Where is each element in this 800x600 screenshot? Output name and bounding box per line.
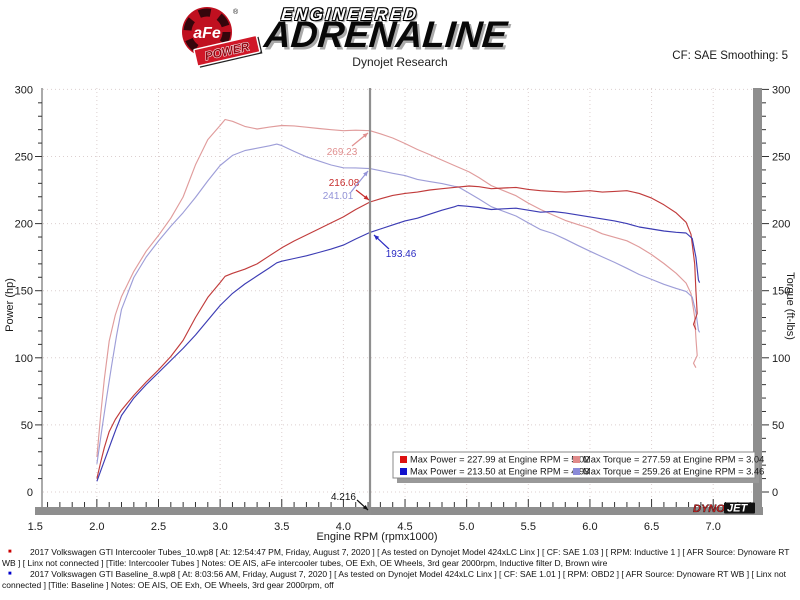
afe-logo-text: aFe (193, 25, 221, 42)
svg-text:DYNO: DYNO (693, 503, 725, 515)
svg-text:200: 200 (15, 219, 33, 231)
tick-labels: 1.5 2.0 2.5 3.0 3.5 4.0 4.5 5.0 5.5 6.0 6.5 7.0 0 0 50… (15, 84, 791, 533)
svg-text:50: 50 (21, 420, 33, 432)
y-axis-title-left: Power (hp) (4, 278, 16, 332)
svg-text:241.01: 241.01 (323, 191, 354, 202)
x-axis-title: Engine RPM (rpmx1000) (316, 531, 437, 543)
svg-text:0: 0 (27, 487, 33, 499)
svg-text:6.0: 6.0 (582, 521, 597, 533)
annotation-216.08: 216.08 (329, 178, 370, 201)
run-details: 2017 Volkswagen GTI Baseline_8.wp8 [ At:… (2, 569, 786, 590)
cursor: 4.216 (331, 88, 372, 515)
axis-ticks (35, 88, 769, 507)
series-baseline-power (96, 204, 701, 482)
svg-text:7.0: 7.0 (706, 521, 721, 533)
series-intercooler-tubes-torque (96, 118, 698, 458)
run-details: 2017 Volkswagen GTI Intercooler Tubes_10… (2, 547, 790, 568)
svg-text:150: 150 (772, 286, 790, 298)
x-axis-bar (35, 507, 763, 515)
cursor-value-label: 4.216 (331, 492, 356, 503)
svg-text:5.5: 5.5 (521, 521, 536, 533)
annotation-269.23: 269.23 (327, 132, 369, 158)
legend: Max Power = 227.99 at Engine RPM = 5.02M… (392, 451, 764, 483)
afe-power-logo: aFe ® POWER (182, 7, 263, 68)
svg-text:2.5: 2.5 (151, 521, 166, 533)
dyno-run-entry: ■ 2017 Volkswagen GTI Baseline_8.wp8 [ A… (2, 569, 797, 591)
svg-text:100: 100 (772, 353, 790, 365)
legend-swatch-icon (400, 468, 407, 475)
grid (43, 88, 756, 507)
svg-text:6.5: 6.5 (644, 521, 659, 533)
svg-text:5.0: 5.0 (459, 521, 474, 533)
legend-swatch-icon (400, 456, 407, 463)
legend-entry-label: Max Power = 227.99 at Engine RPM = 5.02 (410, 455, 589, 465)
legend-entry-label: Max Power = 213.50 at Engine RPM = 4.93 (410, 467, 589, 477)
svg-text:50: 50 (772, 420, 784, 432)
power-banner: POWER (193, 34, 263, 68)
svg-text:250: 250 (15, 152, 33, 164)
svg-text:269.23: 269.23 (327, 147, 358, 158)
brand-header: aFe ® POWER ENGINEERED ADRENALINE (0, 0, 800, 78)
legend-swatch-icon (573, 456, 580, 463)
svg-text:3.0: 3.0 (212, 521, 227, 533)
svg-text:100: 100 (15, 353, 33, 365)
svg-text:4.0: 4.0 (336, 521, 351, 533)
right-axis-bar (753, 88, 762, 515)
legend-entry-label: Max Torque = 259.26 at Engine RPM = 3.46 (583, 467, 764, 477)
svg-text:4.5: 4.5 (397, 521, 412, 533)
legend-swatch-icon (573, 468, 580, 475)
y-axis-title-right: Torque (ft-lbs) (784, 272, 796, 340)
svg-text:0: 0 (772, 487, 778, 499)
svg-text:150: 150 (15, 286, 33, 298)
svg-text:193.46: 193.46 (386, 249, 417, 260)
legend-entry-label: Max Torque = 277.59 at Engine RPM = 3.04 (583, 455, 764, 465)
svg-text:250: 250 (772, 152, 790, 164)
footer: ■ 2017 Volkswagen GTI Intercooler Tubes_… (2, 547, 797, 591)
run-bullet-icon: ■ (8, 571, 12, 577)
svg-text:200: 200 (772, 219, 790, 231)
brand-adrenaline: ADRENALINE (262, 14, 509, 55)
smoothing-label: CF: SAE Smoothing: 5 (672, 50, 788, 62)
svg-text:1.5: 1.5 (28, 521, 43, 533)
page-title: Dynojet Research (352, 55, 448, 69)
dynojet-logo: DYNO JET (693, 502, 755, 515)
annotation-241.01: 241.01 (323, 170, 369, 202)
svg-text:216.08: 216.08 (329, 178, 360, 189)
dyno-run-entry: ■ 2017 Volkswagen GTI Intercooler Tubes_… (2, 547, 797, 569)
run-bullet-icon: ■ (8, 549, 12, 555)
registered-mark: ® (233, 8, 239, 16)
series-baseline-torque (96, 143, 701, 464)
annotation-193.46: 193.46 (373, 234, 417, 260)
svg-text:JET: JET (727, 503, 748, 515)
svg-text:3.5: 3.5 (274, 521, 289, 533)
svg-text:2.0: 2.0 (89, 521, 104, 533)
svg-text:300: 300 (772, 84, 790, 96)
svg-text:300: 300 (15, 84, 33, 96)
series-intercooler-tubes-power (96, 185, 698, 479)
